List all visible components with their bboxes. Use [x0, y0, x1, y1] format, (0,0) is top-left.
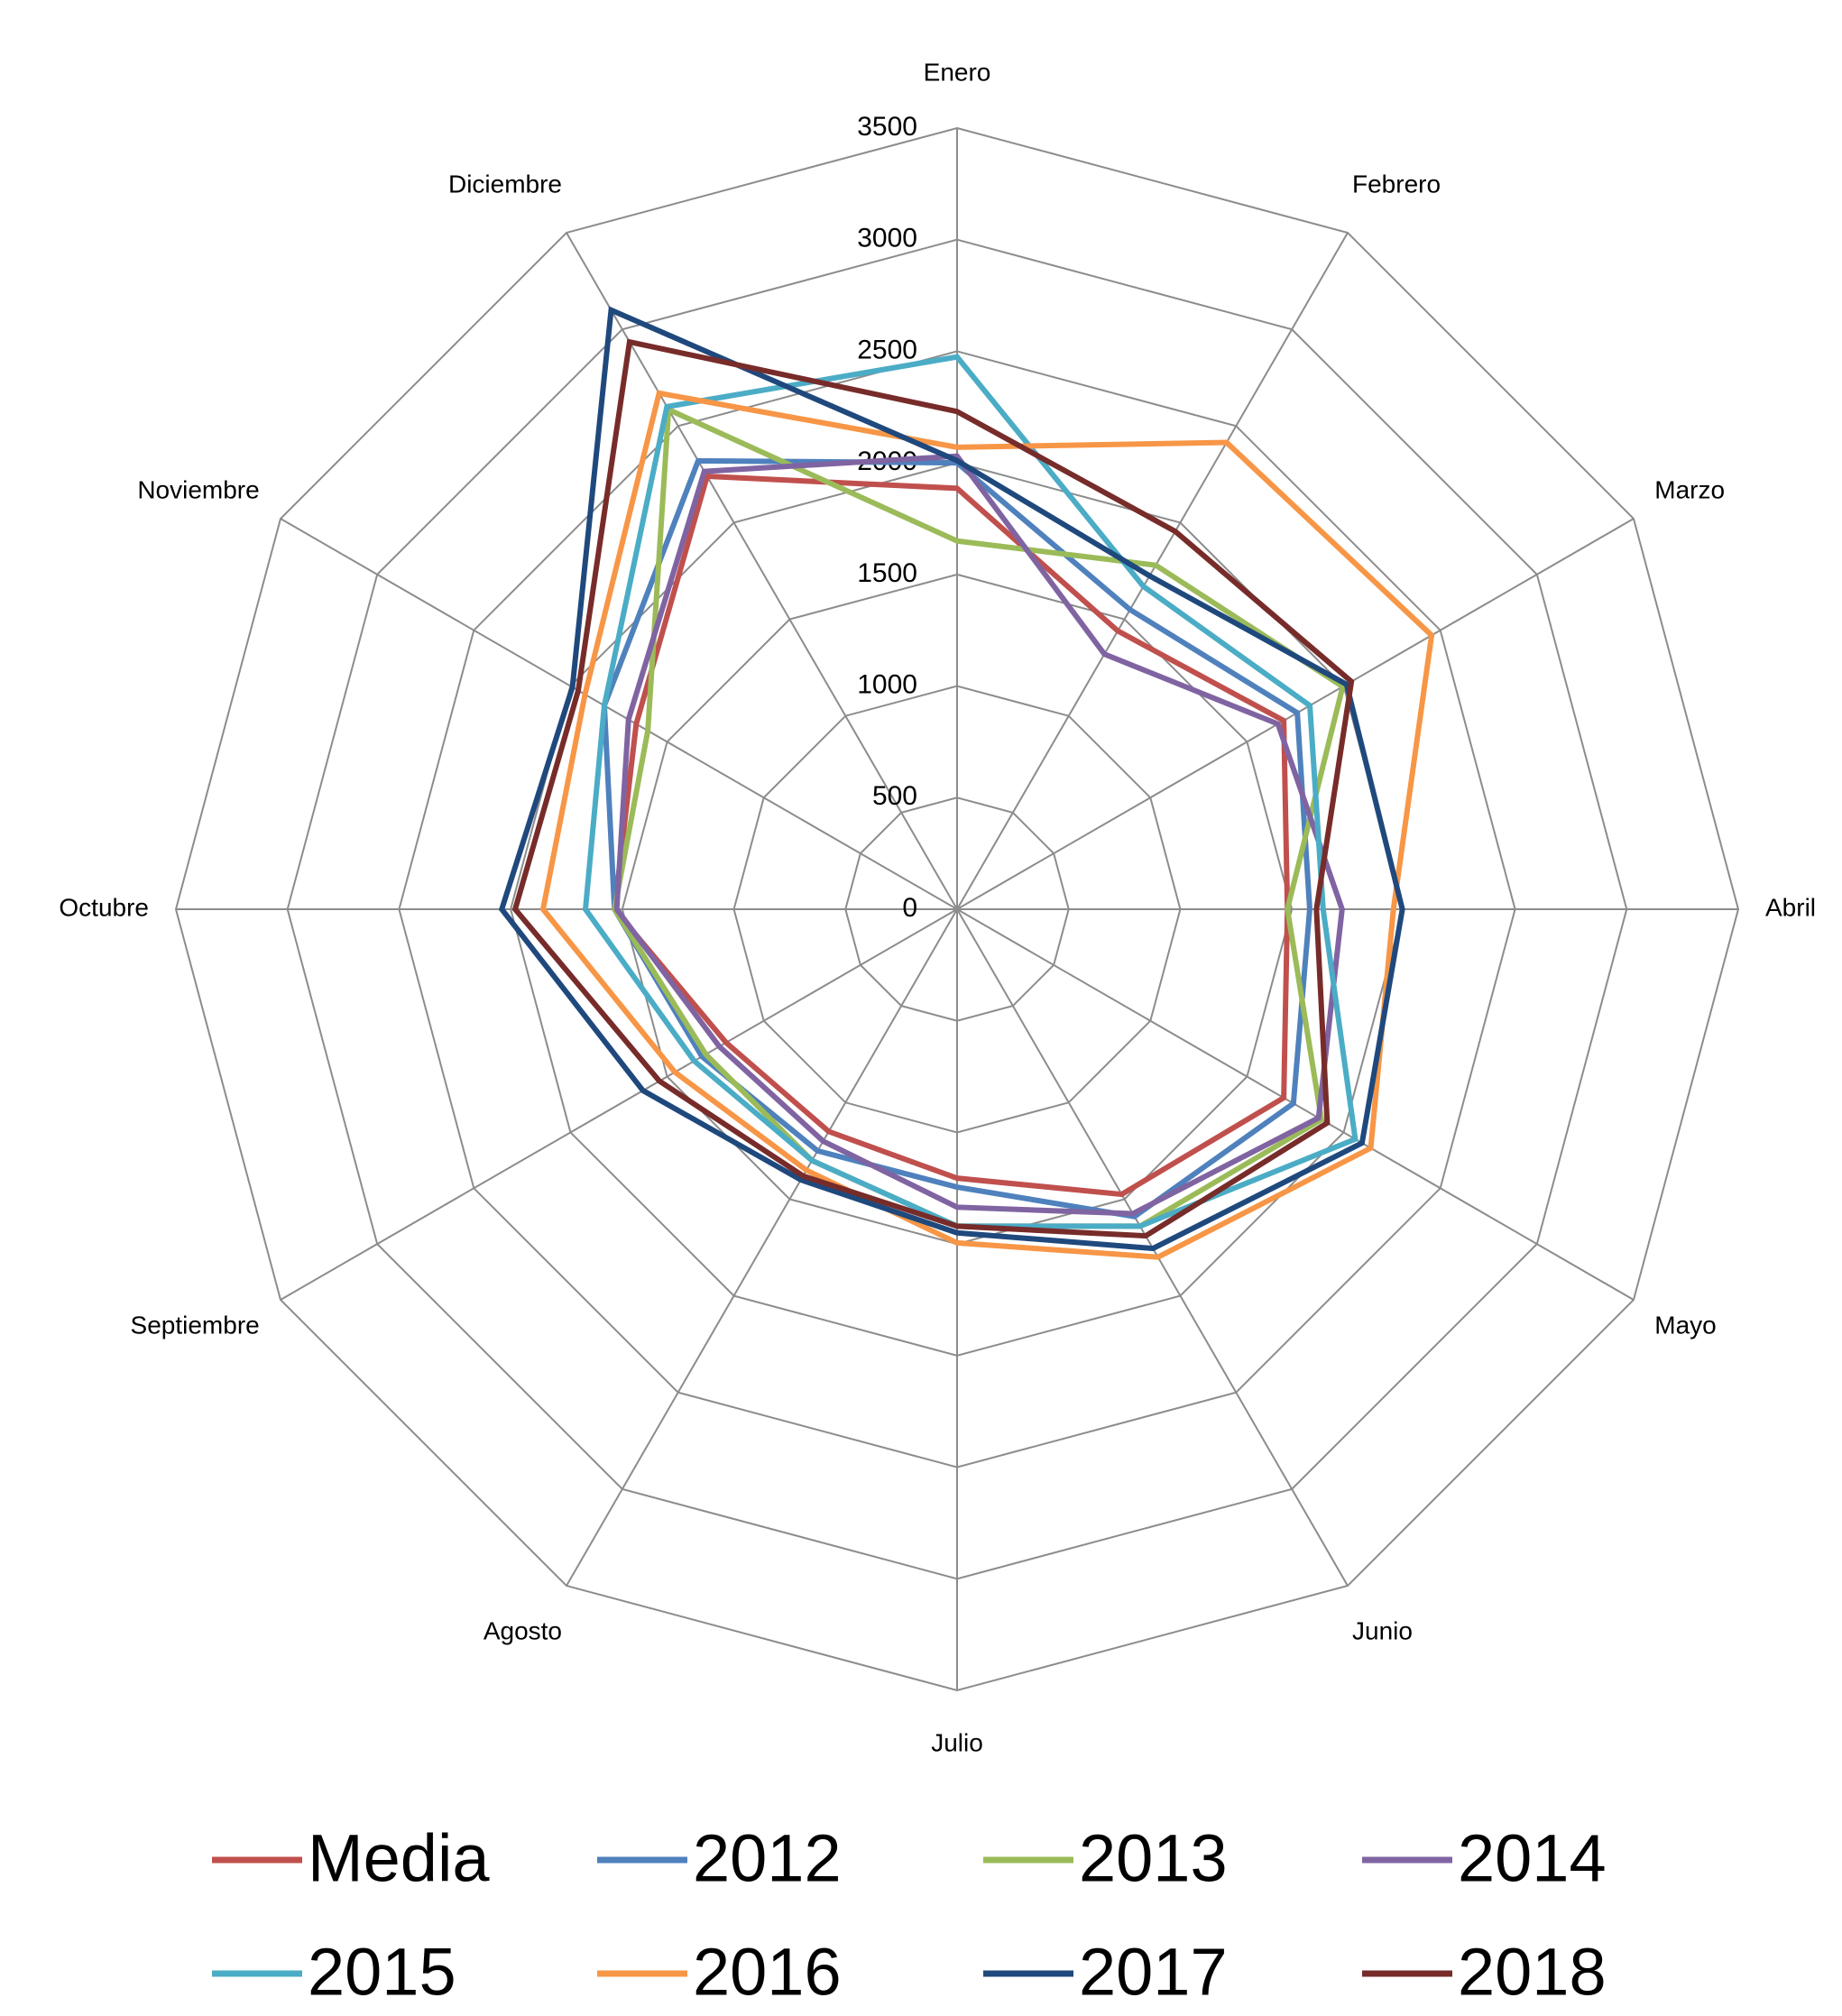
legend-label: 2018	[1458, 1935, 1607, 2010]
y-tick-label: 1000	[857, 669, 917, 699]
spoke	[956, 232, 1349, 910]
legend-label: 2012	[693, 1821, 842, 1896]
category-label: Junio	[1352, 1616, 1413, 1644]
legend-label: 2014	[1458, 1821, 1607, 1896]
category-label: Marzo	[1654, 475, 1725, 503]
series-line	[613, 453, 1345, 1217]
series-line	[498, 306, 1405, 1252]
series-line	[612, 473, 1291, 1198]
spoke	[280, 518, 958, 910]
legend-label: 2017	[1079, 1935, 1228, 2010]
spoke	[280, 908, 958, 1301]
series-line	[511, 338, 1355, 1239]
legend-label: 2015	[308, 1935, 456, 2010]
series-line	[539, 390, 1435, 1260]
category-label: Diciembre	[448, 170, 562, 198]
category-label: Abril	[1765, 893, 1816, 921]
category-label: Enero	[924, 58, 991, 86]
y-tick-label: 500	[872, 781, 917, 811]
legend-label: Media	[308, 1821, 490, 1896]
y-tick-label: 1500	[857, 558, 917, 588]
y-tick-label: 0	[902, 893, 917, 923]
legend-label: 2016	[693, 1935, 842, 2010]
category-label: Julio	[931, 1728, 983, 1756]
y-tick-label: 3000	[857, 224, 917, 253]
legend-label: 2013	[1079, 1821, 1228, 1896]
y-tick-label: 2500	[857, 335, 917, 364]
y-tick-label: 3500	[857, 112, 917, 142]
category-label: Agosto	[484, 1616, 562, 1644]
category-label: Noviembre	[137, 475, 259, 503]
category-label: Febrero	[1352, 170, 1441, 198]
category-label: Mayo	[1654, 1311, 1716, 1339]
category-label: Octubre	[59, 893, 149, 921]
category-label: Septiembre	[131, 1311, 260, 1339]
spoke	[566, 908, 958, 1587]
